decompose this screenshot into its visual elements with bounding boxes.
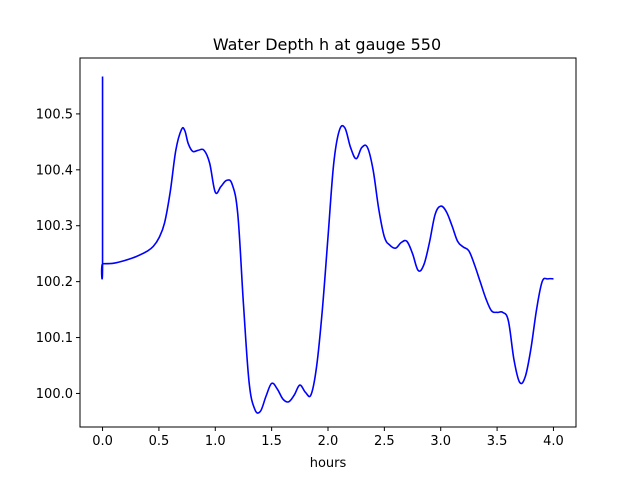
- y-tick-label: 100.1: [36, 331, 73, 346]
- series-line: [100, 76, 554, 414]
- x-axis-label: hours: [310, 456, 347, 471]
- x-tick-label: 1.0: [205, 434, 226, 449]
- x-axis: 0.0 0.5 1.0 1.5 2.0 2.5 3.0 3.5 4.0: [92, 427, 564, 449]
- x-tick-label: 3.0: [430, 434, 451, 449]
- x-tick-label: 0.5: [149, 434, 170, 449]
- x-tick-label: 3.5: [487, 434, 508, 449]
- chart-title: Water Depth h at gauge 550: [213, 35, 441, 54]
- x-tick-label: 2.0: [318, 434, 339, 449]
- x-tick-label: 0.0: [92, 434, 113, 449]
- series-layer: [100, 76, 554, 414]
- y-axis: 100.0 100.1 100.2 100.3 100.4 100.5: [36, 107, 80, 402]
- y-tick-label: 100.4: [36, 163, 73, 178]
- x-tick-label: 4.0: [543, 434, 564, 449]
- y-tick-label: 100.0: [36, 387, 73, 402]
- y-tick-label: 100.3: [36, 219, 73, 234]
- x-tick-label: 1.5: [261, 434, 282, 449]
- y-tick-label: 100.5: [36, 107, 73, 122]
- x-tick-label: 2.5: [374, 434, 395, 449]
- y-tick-label: 100.2: [36, 275, 73, 290]
